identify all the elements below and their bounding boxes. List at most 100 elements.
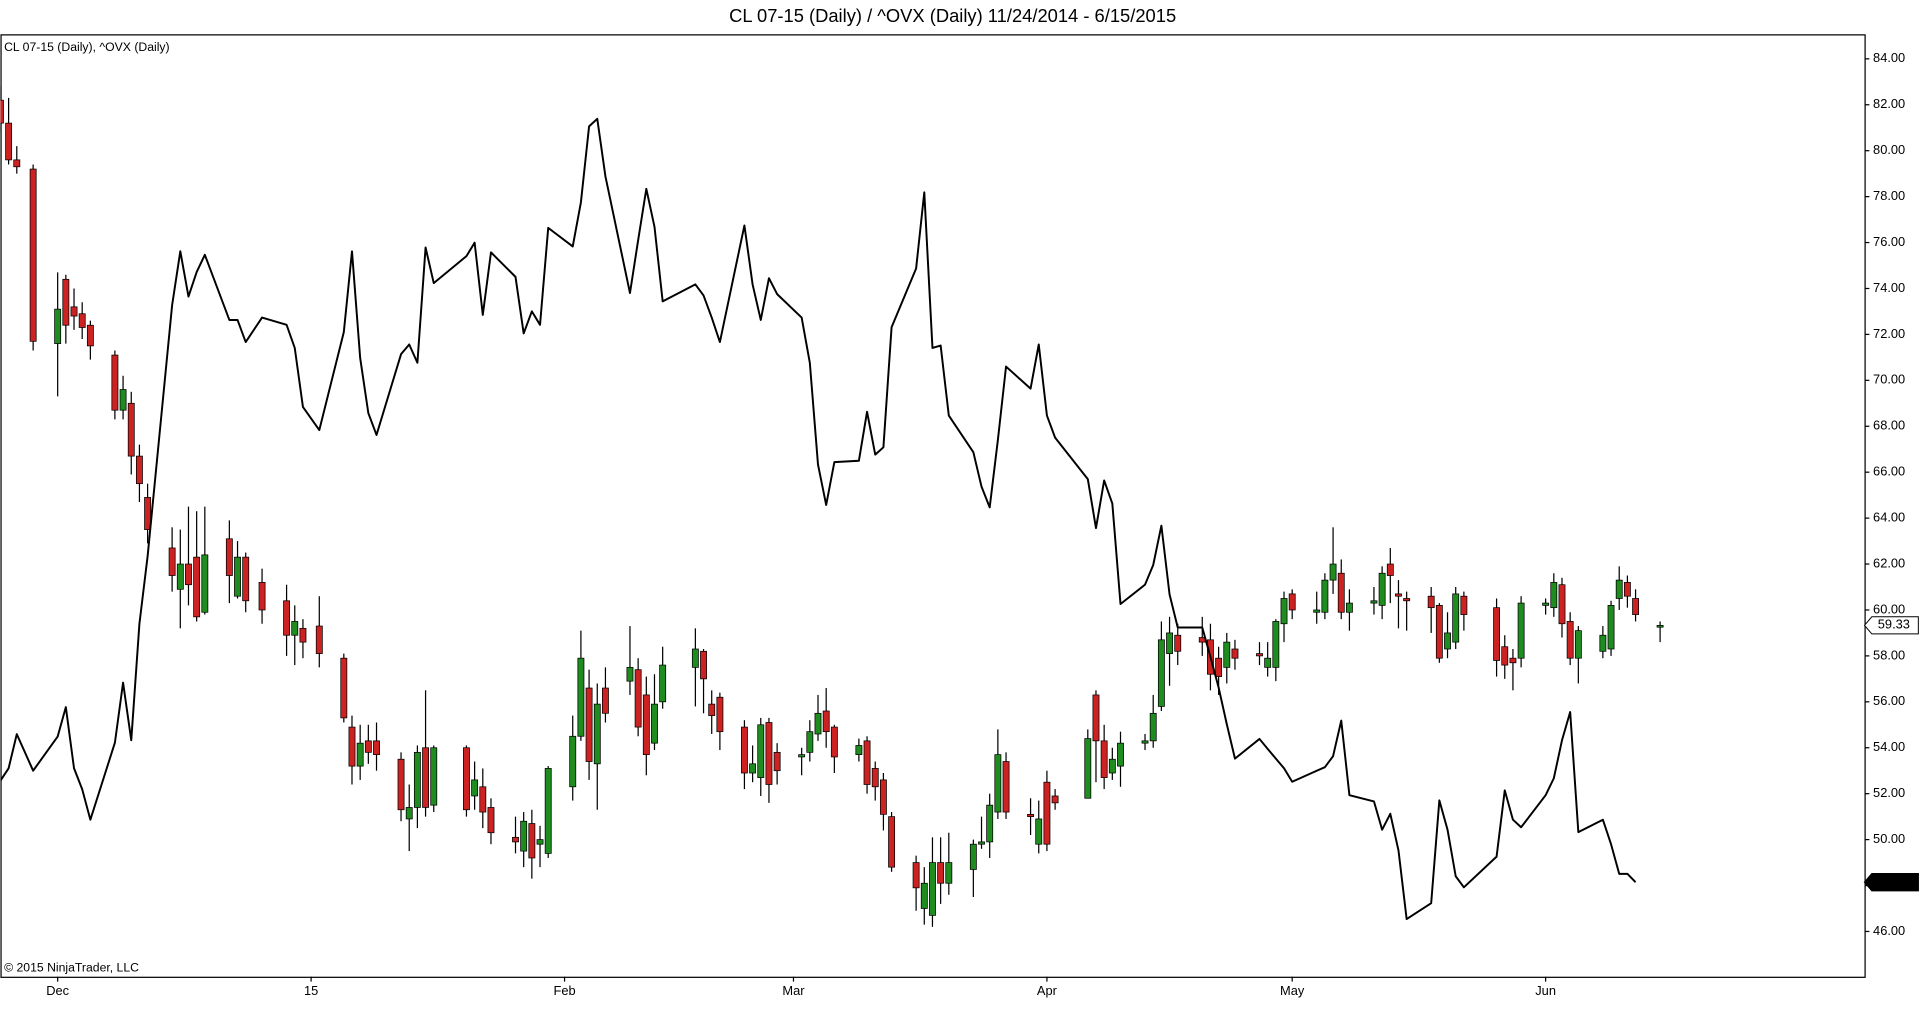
candle-body — [1566, 621, 1574, 659]
candle-body — [1256, 653, 1263, 657]
candle-body — [691, 648, 699, 668]
candle-body — [978, 841, 985, 845]
candle-body — [642, 694, 650, 756]
x-tick-label: 15 — [304, 983, 318, 998]
candle-body — [1558, 584, 1566, 625]
candle-body — [487, 807, 495, 834]
ovx-line — [0, 117, 1637, 921]
candle-body — [634, 669, 642, 728]
candle-body — [651, 703, 658, 744]
y-tick-label: 74.00 — [1873, 280, 1905, 295]
candle-body — [1313, 609, 1321, 613]
candle-body — [1501, 646, 1509, 666]
candle-body — [626, 667, 634, 682]
candle-body — [757, 724, 765, 778]
x-tick-label: Feb — [553, 983, 575, 998]
candle-body — [1092, 694, 1100, 742]
chart-title: CL 07-15 (Daily) / ^OVX (Daily) 11/24/20… — [729, 5, 1176, 26]
candle-body — [863, 740, 871, 785]
candle-body — [659, 664, 667, 703]
candle-body — [879, 779, 887, 815]
candle-body — [1084, 738, 1092, 799]
candle-body — [242, 556, 250, 602]
candle-body — [822, 710, 830, 733]
candle-body — [749, 763, 757, 774]
y-tick-label: 68.00 — [1873, 418, 1905, 433]
candle-body — [1370, 600, 1378, 604]
candle-body — [1427, 595, 1435, 609]
y-tick-label: 66.00 — [1873, 464, 1905, 479]
candle-body — [471, 779, 479, 797]
candle-body — [144, 497, 152, 530]
y-tick-label: 52.00 — [1873, 785, 1905, 800]
candle-body — [373, 740, 380, 756]
candle-body — [1051, 795, 1059, 804]
candle-body — [765, 722, 773, 785]
y-tick-label: 82.00 — [1873, 96, 1905, 111]
x-tick-label: Jun — [1535, 983, 1556, 998]
candle-body — [234, 556, 241, 597]
candle-body — [340, 657, 348, 719]
candle-body — [168, 547, 176, 576]
candle-body — [258, 582, 266, 611]
candle-body — [1574, 630, 1582, 659]
candle-body — [1493, 607, 1501, 661]
candle-body — [1100, 740, 1108, 778]
y-tick-label: 70.00 — [1873, 372, 1905, 387]
candle-body — [1043, 781, 1051, 845]
candle-body — [986, 804, 994, 843]
candle-body — [544, 768, 552, 854]
candle-body — [86, 324, 94, 347]
candle-body — [1345, 602, 1353, 613]
candle-body — [413, 751, 421, 808]
candle-body — [1108, 758, 1116, 774]
candle-body — [593, 703, 601, 765]
series-label: CL 07-15 (Daily), ^OVX (Daily) — [4, 40, 170, 54]
candle-body — [348, 726, 356, 767]
candle-body — [5, 122, 13, 161]
candle-body — [1403, 598, 1411, 602]
candle-body — [1395, 593, 1402, 597]
candle-body — [1607, 605, 1615, 650]
candle-body — [13, 159, 21, 168]
candle-body — [773, 751, 781, 772]
y-tick-label: 50.00 — [1873, 831, 1905, 846]
candle-body — [1386, 563, 1394, 576]
candle-body — [994, 754, 1002, 813]
x-tick-label: May — [1280, 983, 1305, 998]
candle-body — [700, 650, 707, 680]
candle-body — [1141, 740, 1149, 744]
candle-body — [1509, 657, 1517, 664]
candle-body — [1615, 579, 1623, 599]
candle-body — [1272, 621, 1280, 668]
candle-body — [315, 625, 323, 654]
y-tick-label: 76.00 — [1873, 234, 1905, 249]
y-tick-label: 84.00 — [1873, 50, 1905, 65]
candle-body — [1542, 602, 1550, 606]
candle-body — [1550, 582, 1558, 609]
candle-body — [855, 745, 863, 756]
candle-body — [814, 712, 822, 735]
y-tick-label: 46.00 — [1873, 923, 1905, 938]
candle-body — [1337, 572, 1345, 613]
candle-body — [528, 823, 536, 859]
candle-body — [127, 402, 135, 457]
candle-body — [740, 726, 748, 774]
candle-body — [1280, 598, 1288, 625]
candle-body — [1166, 632, 1173, 654]
candle-body — [62, 278, 70, 326]
candle-body — [830, 726, 838, 758]
candle-body — [708, 703, 716, 716]
candle-body — [78, 313, 86, 328]
candle-body — [945, 862, 953, 884]
candle-body — [1157, 639, 1165, 707]
last-price-label: 59.33 — [1878, 617, 1910, 632]
candle-body — [1231, 648, 1239, 659]
candle-body — [1623, 582, 1631, 597]
candle-body — [291, 621, 299, 636]
candle-body — [135, 455, 143, 485]
candle-body — [1460, 595, 1468, 615]
candle-body — [479, 786, 487, 813]
candle-body — [937, 862, 945, 884]
